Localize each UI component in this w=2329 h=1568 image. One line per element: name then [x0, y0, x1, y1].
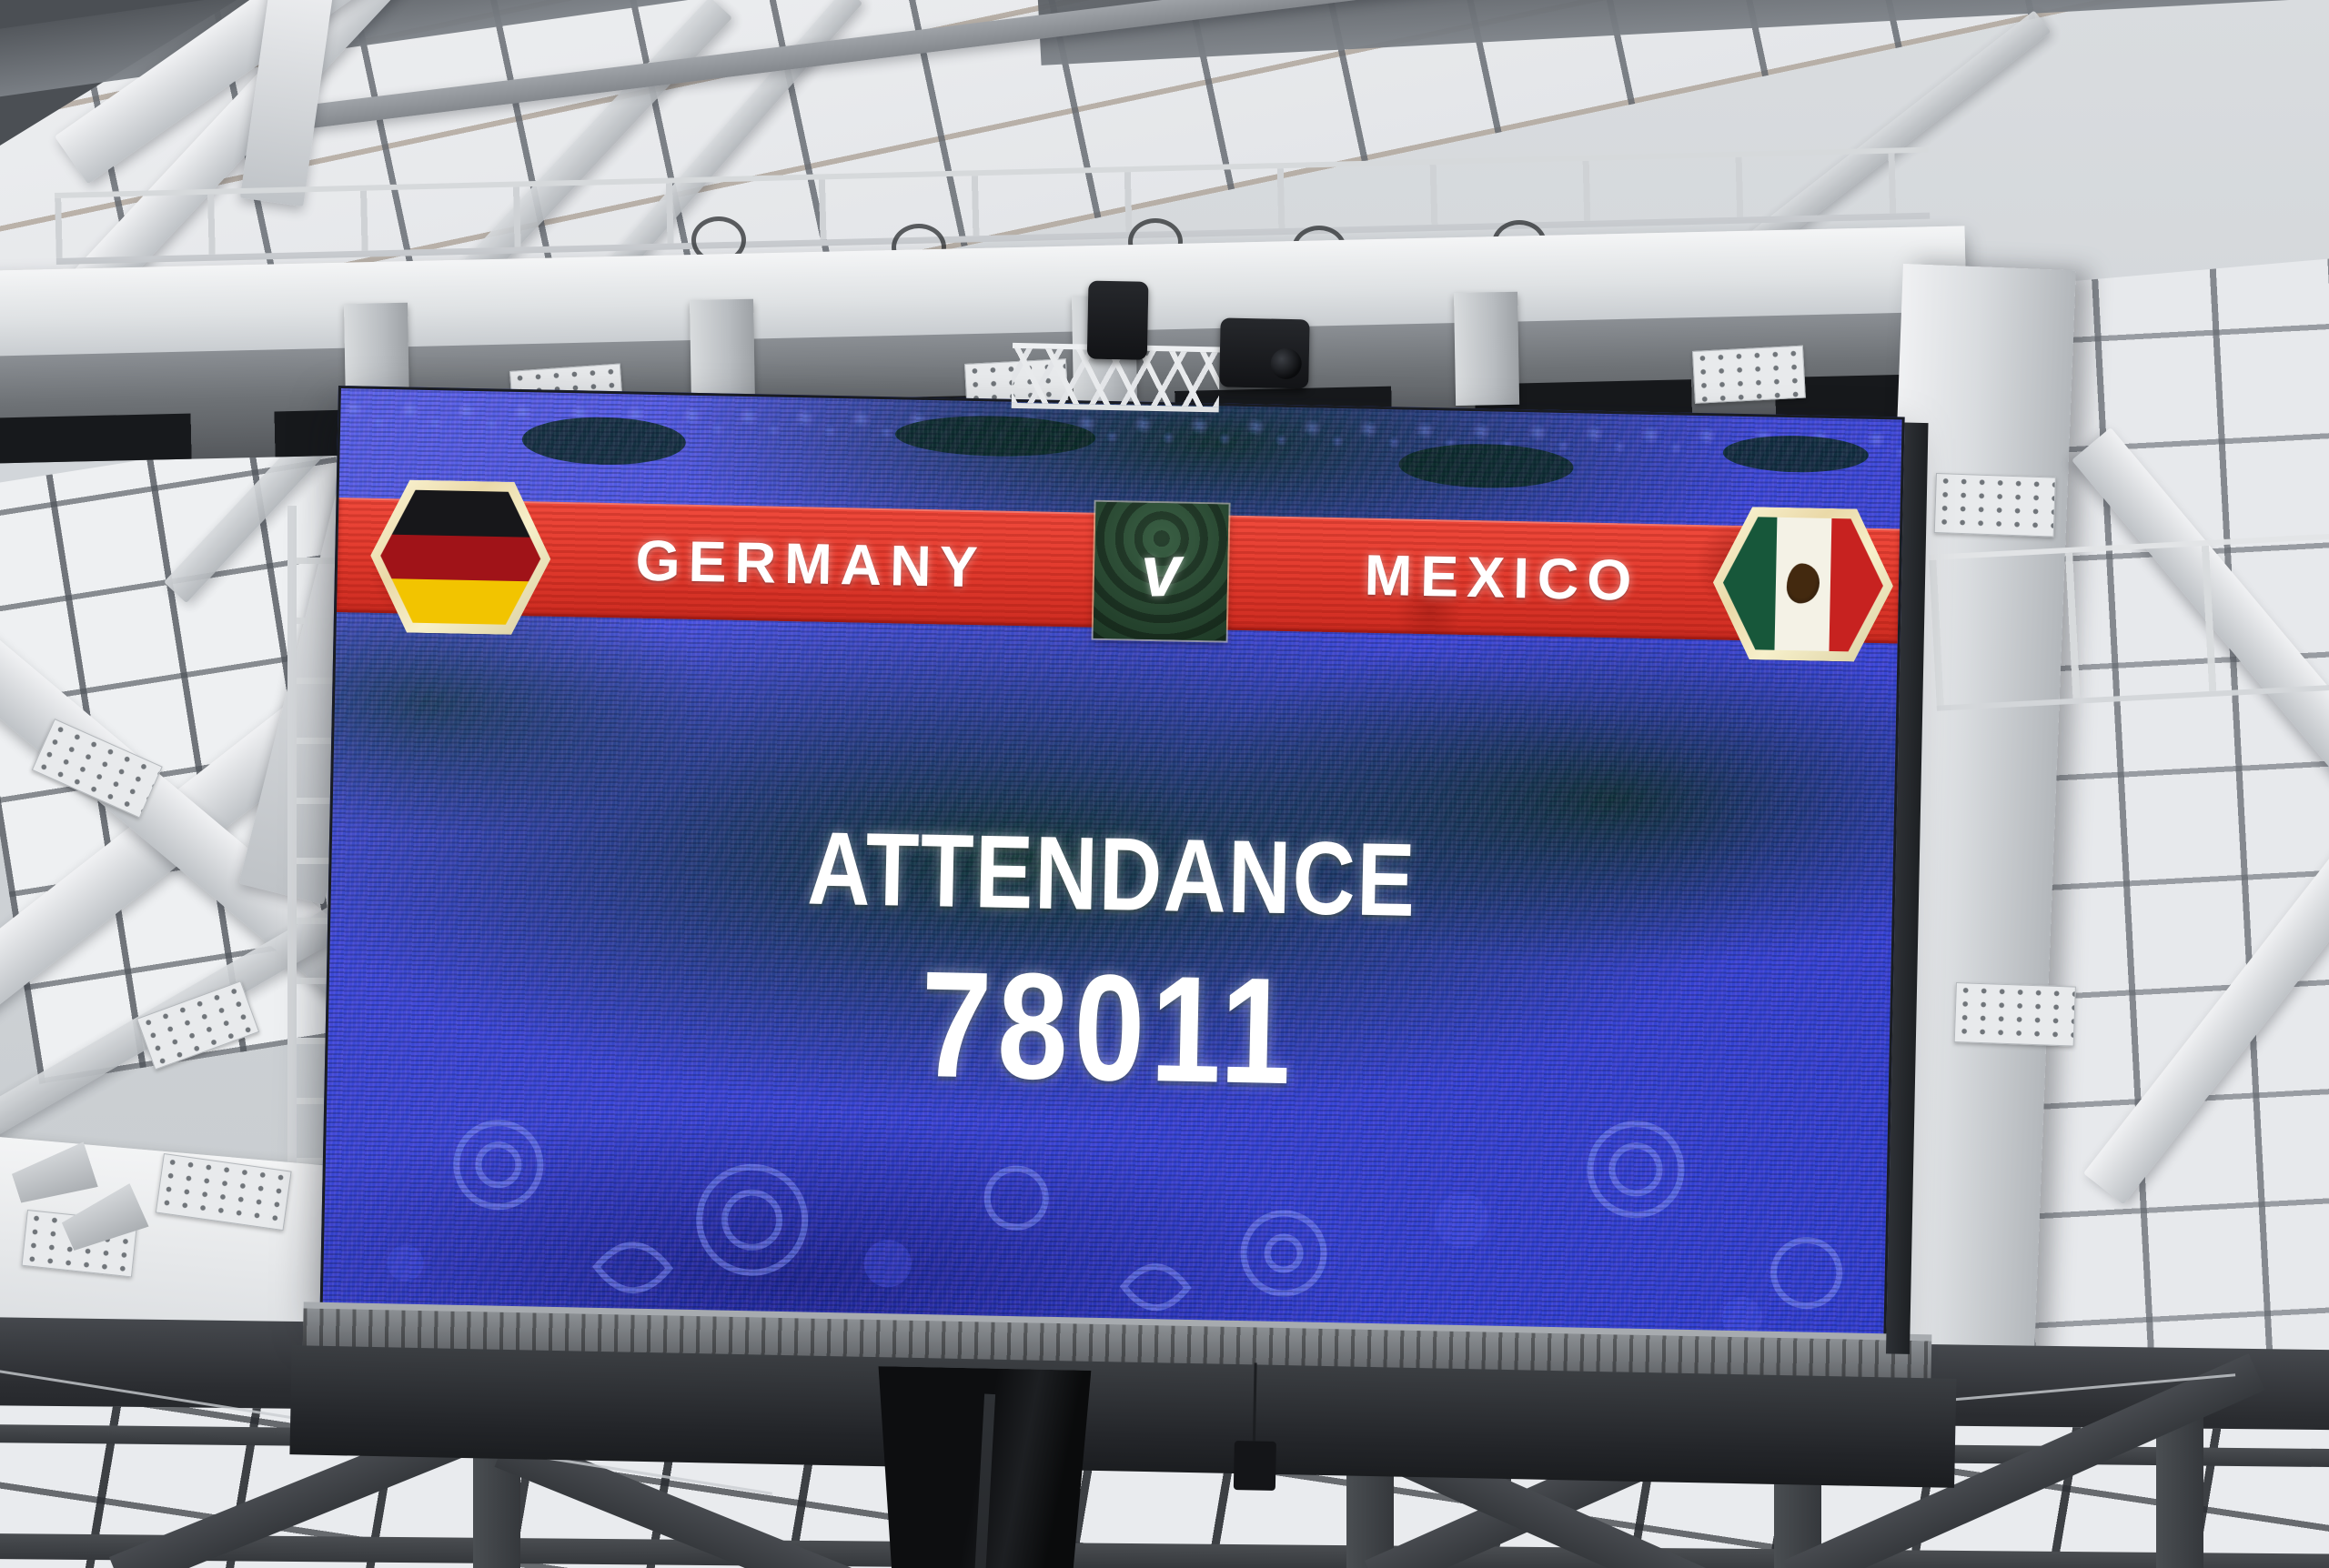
home-team-name: GERMANY	[634, 528, 987, 600]
jumbotron-screen: GERMANY MEXICO v ATTENDANCE 78011	[289, 280, 1957, 1340]
attendance-value: 78011	[919, 940, 1299, 1117]
bolt-plate	[1933, 473, 2056, 538]
wall-pilaster	[1454, 291, 1520, 406]
versus-glyph: v	[1139, 529, 1183, 612]
broadcast-camera-icon	[1219, 317, 1310, 389]
germany-flag-stripes	[379, 489, 542, 626]
mexico-coat-of-arms-icon	[1787, 563, 1820, 604]
mexico-flag-stripes	[1721, 517, 1884, 653]
versus-box: v	[1093, 501, 1229, 641]
festival-pattern-doodles	[387, 416, 1869, 1338]
away-team-name: MEXICO	[1364, 543, 1640, 613]
camera-lens-icon	[1270, 347, 1303, 380]
broadcast-camera-icon	[1086, 280, 1149, 360]
hanging-cable-box	[1233, 1441, 1276, 1491]
bolt-plate	[1692, 345, 1806, 404]
walkway-railing-right	[1929, 533, 2329, 711]
bolt-plate	[1953, 982, 2076, 1047]
led-screen-face: GERMANY MEXICO v ATTENDANCE 78011	[319, 386, 1905, 1340]
